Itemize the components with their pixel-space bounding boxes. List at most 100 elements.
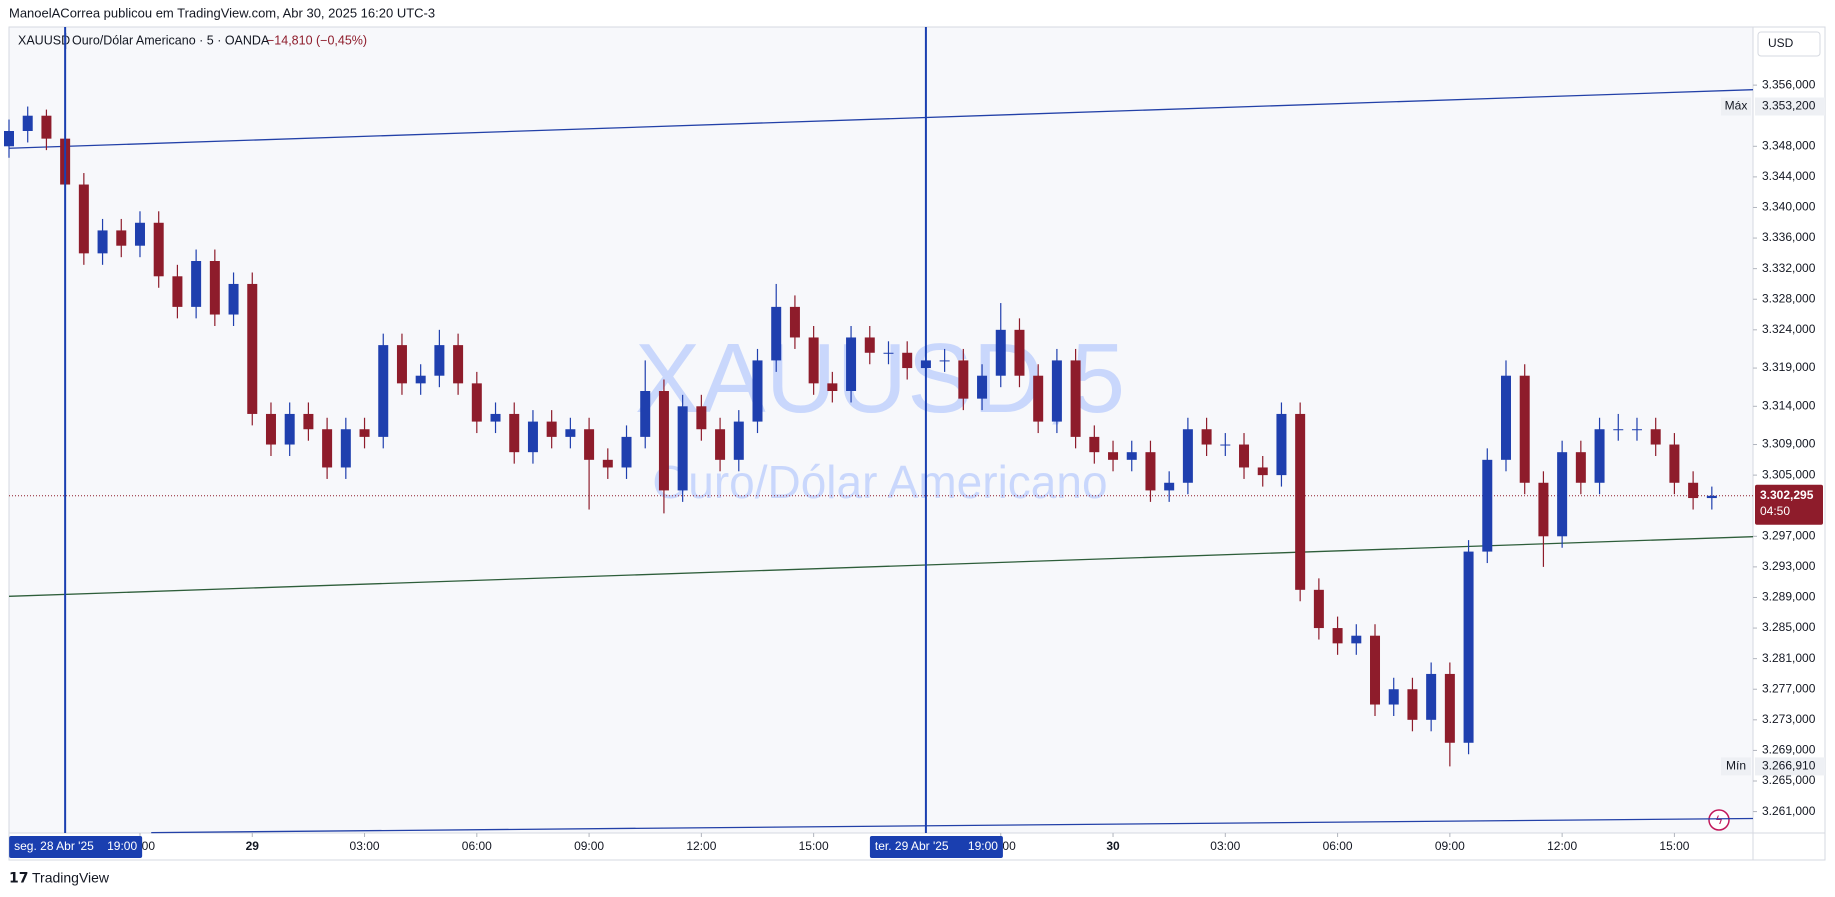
candle-body (1164, 482, 1175, 491)
y-tick-label: 3.289,000 (1762, 590, 1816, 604)
trend-line (8, 89, 1754, 149)
description: Ouro/Dólar Americano · 5 · OANDA (72, 33, 270, 47)
alert-icon-glyph[interactable]: ϟ (1716, 813, 1723, 827)
candle-body (939, 360, 950, 362)
candle-body (1145, 452, 1156, 491)
candle-body (22, 115, 33, 131)
candle-body (378, 345, 389, 437)
candle-body (1051, 360, 1062, 422)
candle-body (677, 406, 688, 491)
candle-body (509, 413, 520, 453)
candle-body (1276, 413, 1287, 476)
candle-body (1463, 551, 1474, 743)
extreme-tag: Mín (1726, 759, 1746, 773)
plot-area (9, 27, 1753, 833)
candle-body (1033, 375, 1044, 422)
candle-body (1257, 467, 1268, 476)
y-tick-label: 3.273,000 (1762, 712, 1816, 726)
chart-frame (8, 26, 1826, 861)
extreme-price: 3.266,910 (1762, 759, 1816, 773)
y-tick-label: 3.344,000 (1762, 169, 1816, 183)
candle-body (209, 261, 220, 315)
watermark-symbol: XAUUSD,5 (635, 323, 1125, 433)
candle-body (827, 383, 838, 391)
candle-body (340, 429, 351, 468)
candle-body (4, 131, 14, 147)
candle-body (1538, 482, 1549, 537)
y-tick-label: 3.297,000 (1762, 528, 1816, 542)
candle-body (116, 230, 127, 246)
candle-body (1295, 413, 1306, 590)
candle-body (958, 360, 969, 399)
candle-body (41, 115, 52, 139)
candle-body (527, 421, 538, 453)
currency-box[interactable] (1757, 31, 1821, 57)
candle-body (1089, 436, 1100, 453)
candle-body (134, 222, 145, 246)
candle-body (565, 429, 576, 437)
candle-body (1313, 589, 1324, 629)
candle-body (1426, 673, 1437, 720)
x-tick-label: 09:00 (574, 839, 604, 853)
candle-body (640, 391, 651, 437)
x-tick-label: 15:00 (799, 839, 829, 853)
candle-body (789, 306, 800, 338)
candle-body (696, 406, 707, 430)
y-tick-label: 3.261,000 (1762, 804, 1816, 818)
countdown: 04:50 (1760, 504, 1790, 518)
candle-body (1108, 452, 1119, 460)
candle-body (1332, 628, 1343, 644)
candle-body (471, 383, 482, 422)
candle-body (97, 230, 108, 254)
extreme-tag-box (1721, 757, 1751, 776)
x-tick-label: 12:00 (686, 839, 716, 853)
candle-body (621, 436, 632, 468)
candle-body (322, 429, 333, 468)
x-tick-label: 15:00 (1659, 839, 1689, 853)
candle-body (715, 429, 726, 460)
currency-label[interactable]: USD (1768, 36, 1794, 50)
x-tick-label: 09:00 (1435, 839, 1465, 853)
extreme-tag-box (1721, 97, 1751, 116)
brand-name: TradingView (32, 870, 110, 886)
marker-badge-box (9, 836, 143, 858)
y-tick-label: 3.314,000 (1762, 398, 1816, 412)
published-note: ManoelACorrea publicou em TradingView.co… (9, 5, 435, 20)
x-tick-label: 29 (246, 839, 260, 853)
watermark-name: Ouro/Dólar Americano (652, 456, 1107, 508)
candle-body (902, 352, 913, 369)
candle-body (846, 337, 857, 391)
marker-badge: seg. 28 Abr '25 19:00 (9, 836, 143, 858)
y-tick-label: 3.328,000 (1762, 291, 1816, 305)
y-tick-label: 3.348,000 (1762, 138, 1816, 152)
candle-body (1557, 452, 1568, 537)
candle-body (1351, 635, 1362, 644)
candle-body (1407, 689, 1418, 720)
alert-icon[interactable] (1708, 809, 1730, 831)
y-tick-label: 3.305,000 (1762, 467, 1816, 481)
extreme-tag: Máx (1725, 99, 1748, 113)
marker-date: seg. 28 Abr '25 (14, 839, 94, 853)
candle-body (191, 261, 202, 307)
x-tick-label: 12:00 (1547, 839, 1577, 853)
candle-body (453, 345, 464, 384)
candle-body (359, 429, 370, 437)
candle-body (1650, 429, 1661, 445)
y-tick-label: 3.269,000 (1762, 743, 1816, 757)
y-tick-label: 3.319,000 (1762, 360, 1816, 374)
y-tick-label: 3.285,000 (1762, 620, 1816, 634)
y-tick-label: 3.281,000 (1762, 651, 1816, 665)
y-tick-label: 3.277,000 (1762, 681, 1816, 695)
candle-body (1370, 635, 1381, 705)
candle-body (1014, 329, 1025, 376)
extreme-price-box (1755, 757, 1825, 776)
x-tick-label: 06:00 (1323, 839, 1353, 853)
candle-body (1070, 360, 1081, 437)
candle-body (602, 459, 613, 468)
y-tick-label: 3.265,000 (1762, 773, 1816, 787)
y-tick-label: 3.332,000 (1762, 261, 1816, 275)
candle-body (1500, 375, 1511, 460)
y-tick-label: 3.293,000 (1762, 559, 1816, 573)
